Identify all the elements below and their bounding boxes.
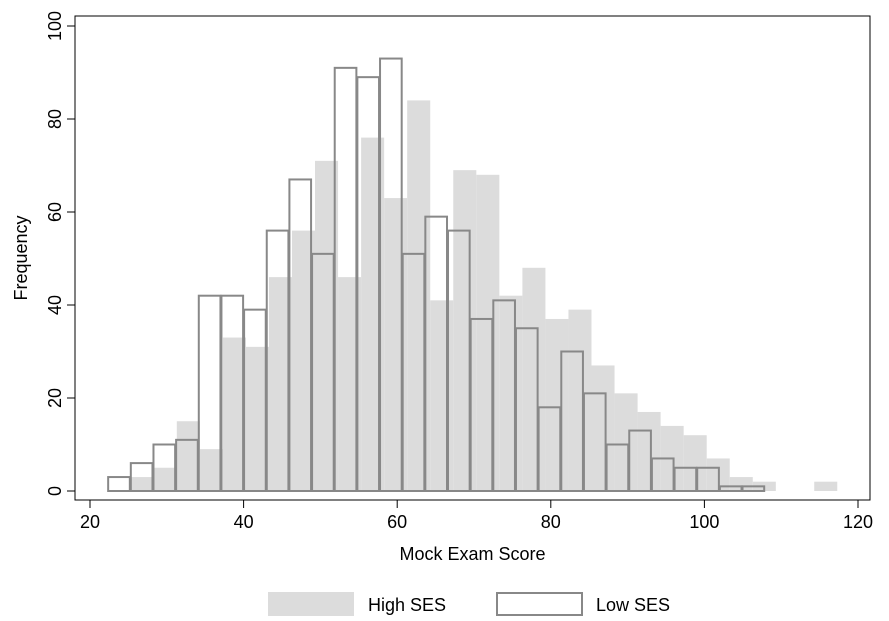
low-ses-bar-6 [243, 308, 267, 492]
low-ses-bar-13 [401, 252, 426, 492]
low-ses-bar-21 [582, 392, 607, 493]
legend: High SES Low SES [268, 592, 670, 616]
low-ses-bar-20 [560, 350, 584, 492]
high-ses-bar-7 [291, 230, 316, 491]
x-tick-label: 60 [387, 512, 407, 532]
low-ses-bars [107, 57, 766, 493]
legend-swatch-high-ses [268, 592, 354, 616]
low-ses-bar-15 [447, 229, 471, 492]
y-tick-label: 20 [45, 388, 65, 408]
high-ses-bar-15 [476, 174, 500, 492]
y-tick-label: 80 [45, 109, 65, 129]
high-ses-bar-13 [430, 300, 454, 491]
low-ses-bar-24 [650, 457, 675, 493]
high-ses-bar-26 [729, 477, 753, 491]
axes: 20 40 60 80 100 120 0 20 40 60 80 100 [45, 11, 873, 532]
high-ses-bar-14 [453, 170, 477, 491]
high-ses-bar-20 [591, 365, 615, 491]
low-ses-bar-5 [220, 294, 245, 493]
x-tick-label: 120 [843, 512, 873, 532]
legend-label-high-ses: High SES [368, 595, 446, 615]
low-ses-bar-4 [197, 294, 222, 493]
high-ses-bar-1 [153, 467, 177, 491]
high-ses-bar-0 [130, 477, 154, 491]
low-ses-bar-9 [311, 252, 335, 492]
high-ses-bar-9 [338, 277, 362, 491]
high-ses-bar-24 [683, 435, 707, 491]
low-ses-bar-19 [537, 406, 562, 492]
high-ses-bar-4 [222, 337, 246, 491]
low-ses-bar-22 [605, 443, 630, 492]
high-ses-bar-11 [384, 198, 408, 492]
low-ses-bar-17 [492, 299, 516, 492]
x-tick-label: 20 [80, 512, 100, 532]
high-ses-bar-12 [407, 100, 431, 492]
x-tick-label: 100 [689, 512, 719, 532]
x-tick-label: 40 [234, 512, 254, 532]
x-ticks: 20 40 60 80 100 120 [80, 500, 873, 532]
high-ses-bar-8 [315, 160, 339, 491]
high-ses-bar-30 [814, 481, 838, 491]
low-ses-bar-11 [356, 76, 381, 493]
high-ses-bar-6 [268, 277, 292, 491]
low-ses-bar-8 [288, 178, 313, 492]
high-ses-bar-16 [499, 295, 523, 491]
low-ses-bar-26 [696, 466, 720, 492]
high-ses-bar-17 [522, 267, 546, 491]
low-ses-bar-23 [628, 429, 652, 492]
x-tick-label: 80 [541, 512, 561, 532]
legend-swatch-low-ses [496, 592, 583, 616]
low-ses-bar-14 [424, 215, 449, 492]
y-tick-label: 60 [45, 202, 65, 222]
y-axis-title: Frequency [11, 215, 31, 300]
high-ses-bar-22 [637, 411, 661, 491]
x-axis-title: Mock Exam Score [399, 544, 545, 564]
y-tick-label: 100 [45, 11, 65, 41]
legend-label-low-ses: Low SES [596, 595, 670, 615]
high-ses-bar-2 [176, 421, 200, 491]
low-ses-bar-27 [718, 485, 743, 493]
high-ses-bar-21 [614, 393, 638, 491]
low-ses-bar-2 [152, 443, 177, 492]
low-ses-bar-16 [469, 317, 494, 493]
y-ticks: 0 20 40 60 80 100 [45, 11, 75, 496]
low-ses-bar-0 [107, 476, 131, 492]
high-ses-bar-19 [568, 309, 592, 491]
low-ses-bar-10 [333, 66, 358, 492]
high-ses-bar-3 [199, 449, 223, 491]
low-ses-bar-18 [514, 327, 539, 492]
y-tick-label: 40 [45, 295, 65, 315]
low-ses-bar-28 [741, 485, 766, 493]
y-tick-label: 0 [45, 486, 65, 496]
high-ses-bar-5 [245, 346, 269, 491]
high-ses-bar-18 [545, 318, 569, 491]
